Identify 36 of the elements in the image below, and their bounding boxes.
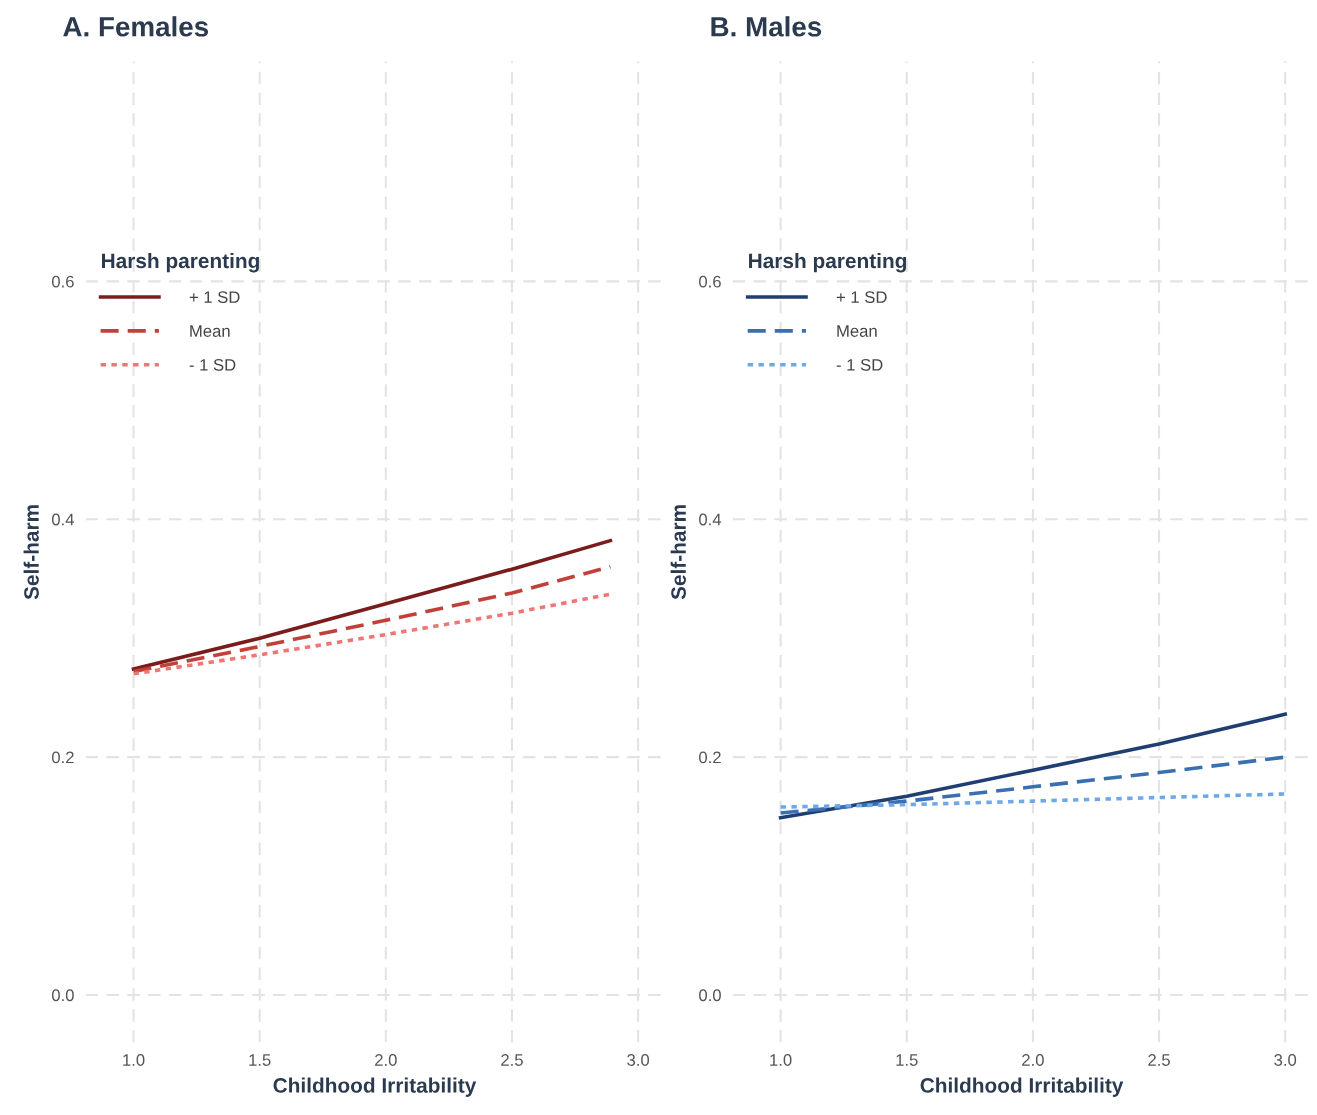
legend-title: Harsh parenting	[749, 252, 907, 273]
legend-label: + 1 SD	[189, 291, 240, 304]
line-series	[778, 712, 1287, 820]
y-axis-title: Self-harm	[23, 505, 39, 600]
legend-title: Harsh parenting	[102, 252, 259, 273]
x-tick-label: 1.0	[123, 1054, 145, 1066]
line-series	[778, 792, 1287, 809]
chart-title: A. Females	[63, 16, 209, 37]
legend-label: - 1 SD	[836, 358, 883, 371]
x-tick-label: 2.5	[1148, 1054, 1170, 1066]
x-axis-title: Childhood Irritability	[920, 1077, 1124, 1097]
x-tick-label: 2.0	[1022, 1054, 1044, 1066]
y-axis-title: Self-harm	[670, 505, 686, 600]
legend-label: - 1 SD	[189, 358, 236, 371]
legend-label: Mean	[837, 325, 877, 337]
y-tick-label: 0.4	[699, 513, 722, 526]
x-tick-label: 3.0	[627, 1054, 650, 1066]
y-tick-label: 0.6	[51, 275, 74, 288]
x-tick-label: 3.0	[1274, 1054, 1297, 1066]
y-tick-label: 0.6	[699, 275, 721, 288]
x-axis-title: Childhood Irritability	[273, 1077, 477, 1097]
x-tick-label: 1.5	[249, 1054, 271, 1066]
y-tick-label: 0.4	[51, 513, 75, 526]
legend-label: Mean	[190, 325, 230, 337]
y-tick-label: 0.0	[699, 989, 721, 1002]
y-tick-label: 0.2	[699, 751, 721, 764]
x-tick-label: 1.5	[896, 1054, 918, 1066]
line-series	[131, 538, 613, 671]
line-series	[131, 564, 613, 674]
y-tick-label: 0.0	[51, 989, 74, 1002]
x-tick-label: 2.5	[501, 1054, 523, 1066]
chart-title: B. Males	[711, 16, 822, 37]
x-tick-label: 1.0	[770, 1054, 792, 1066]
x-tick-label: 2.0	[375, 1054, 397, 1066]
legend-label: + 1 SD	[836, 291, 887, 304]
y-tick-label: 0.2	[51, 751, 74, 764]
